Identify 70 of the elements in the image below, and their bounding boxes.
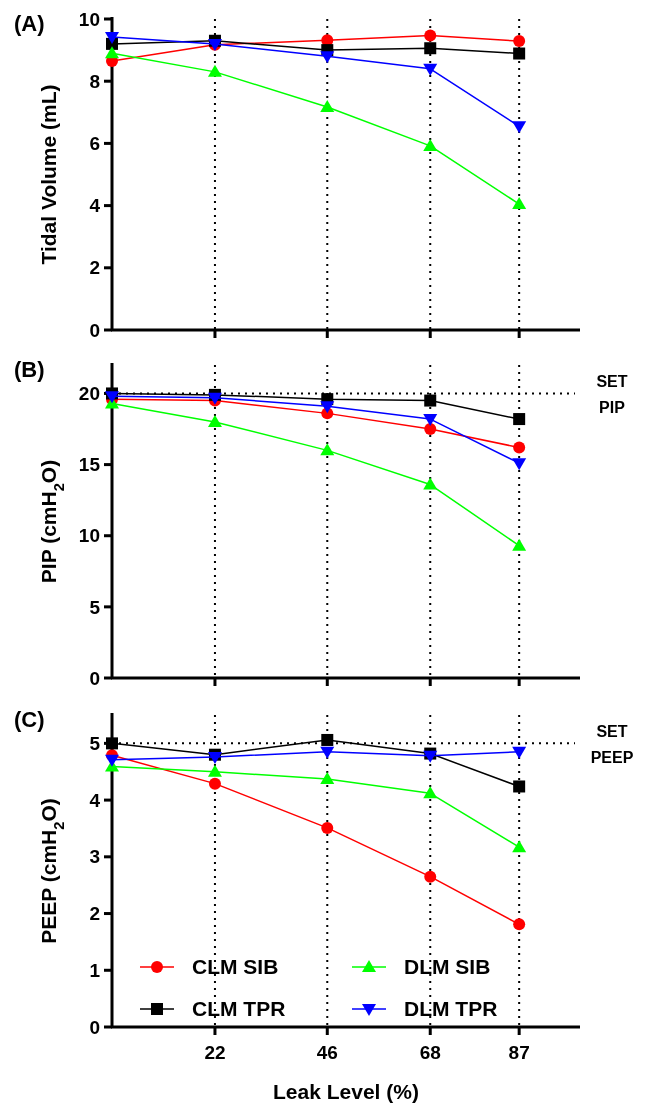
point (512, 538, 527, 551)
x-axis-title: Leak Level (%) (273, 1080, 419, 1103)
point (208, 777, 221, 790)
y-tick-label: 0 (89, 319, 100, 341)
point (424, 394, 437, 407)
ref-line-label: SET PIP (596, 373, 628, 417)
y-tick-label: 0 (89, 667, 100, 689)
point (424, 29, 437, 42)
point (512, 746, 527, 759)
point (423, 786, 438, 799)
point (106, 737, 118, 750)
point (512, 197, 527, 210)
point (105, 754, 119, 767)
point (424, 42, 437, 55)
point (207, 764, 222, 777)
y-tick-label: 20 (78, 383, 100, 405)
y-axis-title: Tidal Volume (mL) (37, 84, 60, 265)
legend-label: CLM SIB (192, 955, 279, 979)
point (512, 121, 527, 134)
y-tick-label: 10 (78, 525, 100, 547)
chart-title: (B) (14, 357, 45, 382)
point (512, 458, 527, 471)
point (320, 746, 335, 759)
legend-label: DLM SIB (404, 955, 491, 979)
legend-label: CLM TPR (192, 997, 286, 1021)
y-tick-label: 8 (89, 70, 100, 92)
point (320, 100, 335, 113)
point (105, 32, 119, 45)
y-tick-label: 4 (89, 195, 101, 217)
point (513, 780, 526, 793)
point (320, 443, 335, 456)
point (320, 51, 335, 64)
point (207, 414, 222, 427)
y-tick-label: 2 (89, 257, 100, 279)
x-tick-label: 68 (419, 1042, 441, 1063)
point (321, 733, 334, 746)
y-tick-label: 5 (89, 733, 101, 755)
point (423, 138, 438, 151)
y-tick-label: 3 (89, 846, 100, 868)
point (512, 840, 527, 853)
point (207, 64, 222, 77)
point (423, 63, 438, 76)
ref-line-label: SET PEEP (590, 723, 634, 767)
y-tick-label: 0 (89, 1016, 100, 1038)
chart-title: (C) (14, 707, 45, 732)
x-tick-label: 87 (508, 1042, 530, 1063)
y-tick-label: 2 (89, 903, 100, 925)
point (321, 821, 334, 834)
point (423, 477, 438, 490)
point (105, 46, 119, 59)
point (423, 414, 438, 427)
point (513, 47, 526, 60)
point (513, 413, 526, 426)
point (320, 401, 335, 414)
chart-title: (A) (14, 11, 45, 36)
x-tick-label: 46 (316, 1042, 338, 1063)
y-tick-label: 5 (89, 596, 101, 618)
y-tick-label: 1 (89, 959, 101, 981)
x-tick-label: 22 (204, 1042, 226, 1063)
y-tick-label: 10 (78, 8, 100, 30)
point (424, 870, 437, 883)
point (513, 918, 526, 931)
point (320, 772, 335, 785)
legend-label: DLM TPR (404, 997, 498, 1021)
y-tick-label: 4 (89, 789, 101, 811)
y-tick-label: 15 (78, 454, 101, 476)
y-tick-label: 6 (89, 133, 100, 155)
point (424, 423, 437, 436)
point (513, 35, 526, 48)
point (513, 441, 526, 454)
